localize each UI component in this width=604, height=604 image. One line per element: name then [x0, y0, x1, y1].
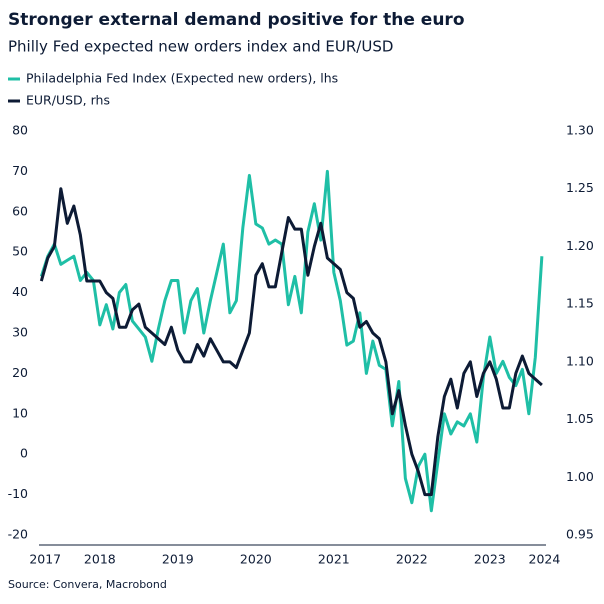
- y-tick-label: -20: [8, 527, 28, 542]
- x-tick-label: 2019: [162, 552, 194, 567]
- y-tick-label: 0: [20, 446, 28, 461]
- y-tick-label: 20: [12, 365, 28, 380]
- source-note: Source: Convera, Macrobond: [8, 578, 167, 591]
- y2-tick-label: 1.25: [566, 180, 594, 195]
- y2-tick-label: 1.30: [566, 123, 594, 138]
- x-tick-label: 2018: [84, 552, 116, 567]
- legend-label: EUR/USD, rhs: [26, 93, 110, 108]
- y-tick-label: 30: [12, 325, 28, 340]
- y-tick-label: 70: [12, 163, 28, 178]
- y2-tick-label: 1.20: [566, 238, 594, 253]
- y-tick-label: 10: [12, 405, 28, 420]
- y-tick-label: -10: [8, 486, 28, 501]
- x-tick-label: 2022: [396, 552, 428, 567]
- legend-label: Philadelphia Fed Index (Expected new ord…: [26, 71, 338, 86]
- chart-subtitle: Philly Fed expected new orders index and…: [8, 38, 393, 56]
- y2-tick-label: 0.95: [566, 527, 594, 542]
- y2-tick-label: 1.10: [566, 353, 594, 368]
- y-tick-label: 80: [12, 123, 28, 138]
- y2-tick-label: 1.15: [566, 296, 594, 311]
- x-tick-label: 2023: [474, 552, 506, 567]
- data-line: [39, 187, 543, 497]
- x-tick-label: 2021: [318, 552, 350, 567]
- y-tick-label: 60: [12, 203, 28, 218]
- y-tick-label: 50: [12, 244, 28, 259]
- y2-tick-label: 1.00: [566, 469, 594, 484]
- x-tick-label: 2024: [529, 552, 561, 567]
- chart-title: Stronger external demand positive for th…: [8, 10, 465, 30]
- x-tick-label: 2017: [29, 552, 61, 567]
- y2-tick-label: 1.05: [566, 411, 594, 426]
- x-tick-label: 2020: [240, 552, 272, 567]
- y-tick-label: 40: [12, 284, 28, 299]
- data-line: [39, 169, 544, 513]
